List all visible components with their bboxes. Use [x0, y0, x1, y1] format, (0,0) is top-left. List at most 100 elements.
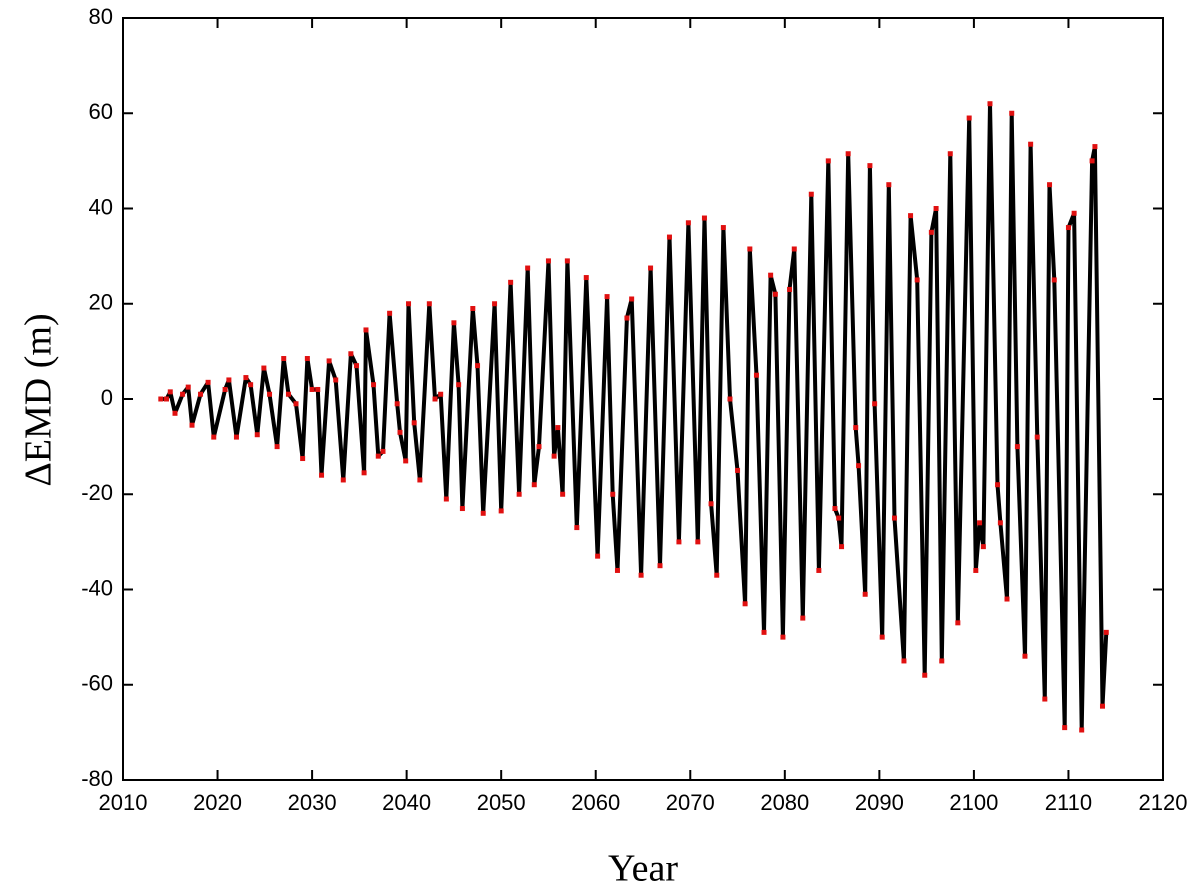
data-point: [832, 506, 838, 512]
data-point: [914, 277, 920, 283]
x-tick-label: 2060: [571, 790, 620, 815]
data-point: [443, 496, 449, 502]
data-point: [319, 472, 325, 478]
data-point: [438, 391, 444, 397]
data-point: [406, 301, 412, 307]
data-point: [172, 410, 178, 416]
data-point: [987, 101, 993, 107]
data-point: [666, 234, 672, 240]
data-point: [583, 275, 589, 281]
data-point: [610, 491, 616, 497]
data-point: [772, 291, 778, 297]
data-point: [816, 567, 822, 573]
data-point: [167, 389, 173, 395]
data-point: [545, 258, 551, 264]
data-point: [432, 396, 438, 402]
data-point: [397, 429, 403, 435]
data-point: [361, 470, 367, 476]
data-point: [285, 391, 291, 397]
data-point: [1051, 277, 1057, 283]
data-point: [340, 477, 346, 483]
y-tick-label: -60: [81, 671, 113, 696]
data-point: [508, 279, 514, 285]
data-point: [205, 379, 211, 385]
data-point: [333, 377, 339, 383]
x-tick-label: 2120: [1139, 790, 1188, 815]
data-point: [354, 363, 360, 369]
x-axis-title: Year: [608, 848, 678, 890]
data-point: [836, 515, 842, 521]
data-point: [676, 539, 682, 545]
data-point: [891, 515, 897, 521]
data-point: [955, 620, 961, 626]
x-tick-label: 2020: [193, 790, 242, 815]
data-point: [1089, 158, 1095, 164]
x-tick-label: 2070: [666, 790, 715, 815]
data-point: [808, 191, 814, 197]
data-point: [403, 458, 409, 464]
data-point: [839, 544, 845, 550]
data-point: [973, 567, 979, 573]
data-point: [742, 601, 748, 607]
data-point: [1022, 653, 1028, 659]
x-tick-label: 2080: [760, 790, 809, 815]
x-tick-label: 2050: [477, 790, 526, 815]
data-point: [555, 425, 561, 431]
data-point: [198, 391, 204, 397]
data-point: [695, 539, 701, 545]
data-point: [309, 386, 315, 392]
data-point: [498, 508, 504, 514]
data-point: [189, 422, 195, 428]
data-point: [267, 391, 273, 397]
y-tick-label: -80: [81, 766, 113, 791]
data-point: [371, 382, 377, 388]
data-point: [158, 396, 164, 402]
data-point: [315, 386, 321, 392]
data-point: [638, 572, 644, 578]
data-point: [1065, 225, 1071, 231]
data-point: [1004, 596, 1010, 602]
data-point: [966, 115, 972, 121]
data-point: [536, 444, 542, 450]
data-point: [1042, 696, 1048, 702]
data-point: [614, 567, 620, 573]
data-point: [933, 206, 939, 211]
data-point: [180, 391, 186, 397]
data-point: [853, 425, 859, 431]
data-point: [856, 463, 862, 469]
data-point: [326, 358, 332, 364]
data-point: [185, 384, 191, 390]
y-tick-label: -40: [81, 575, 113, 600]
data-point: [901, 658, 907, 664]
data-point: [761, 629, 767, 635]
x-tick-label: 2110: [1045, 790, 1092, 815]
data-point: [1034, 434, 1040, 440]
data-point: [480, 510, 486, 516]
data-point: [1079, 727, 1085, 733]
data-point: [1062, 725, 1068, 731]
data-point: [475, 363, 481, 369]
data-point: [348, 351, 354, 357]
data-point: [163, 396, 169, 402]
data-point: [363, 327, 369, 333]
data-point: [862, 591, 868, 597]
data-point: [222, 386, 228, 392]
data-point: [243, 375, 249, 381]
data-point: [685, 220, 691, 226]
data-point: [977, 520, 983, 526]
data-point: [426, 301, 432, 307]
data-point: [375, 453, 381, 459]
data-point: [604, 294, 610, 300]
data-point: [417, 477, 423, 483]
y-tick-label: 40: [89, 194, 113, 219]
data-point: [648, 265, 654, 271]
data-point: [1071, 210, 1077, 216]
data-point: [1047, 182, 1053, 188]
x-tick-label: 2040: [382, 790, 431, 815]
data-point: [995, 482, 1001, 488]
data-point: [780, 634, 786, 640]
data-point: [624, 315, 630, 321]
data-point: [300, 456, 306, 462]
data-point: [1009, 110, 1015, 116]
